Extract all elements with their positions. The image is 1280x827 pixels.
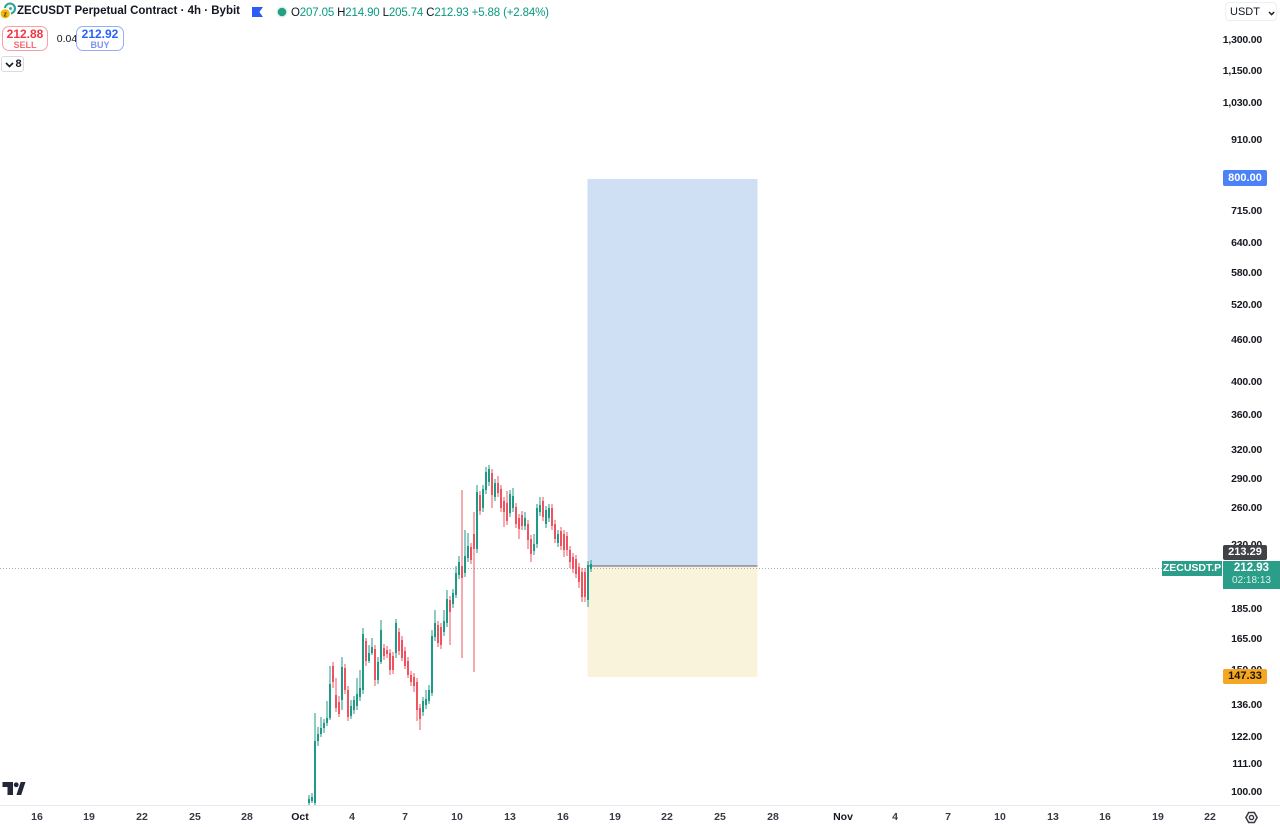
svg-text:z: z [3,12,7,19]
